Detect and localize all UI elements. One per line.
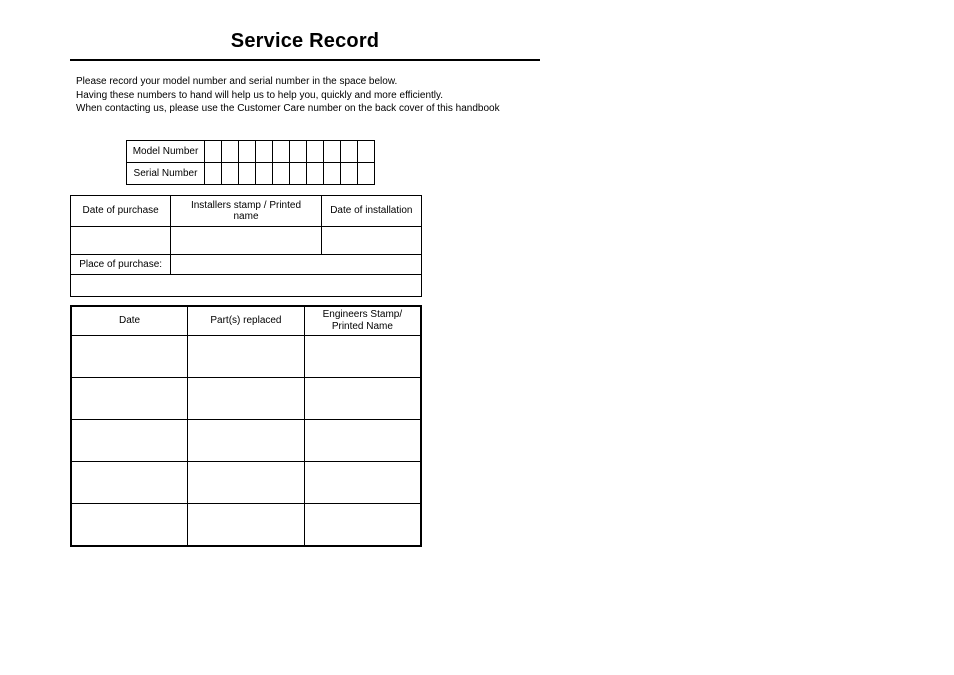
service-history-row [71,336,421,378]
serial-cell-2[interactable] [239,162,256,184]
svc-col-eng-line1: Engineers Stamp/ [323,309,403,320]
svc-col-date: Date [71,306,188,336]
serial-cell-9[interactable] [358,162,375,184]
svc-parts-field[interactable] [188,378,305,420]
svc-col-parts: Part(s) replaced [188,306,305,336]
model-cell-6[interactable] [307,140,324,162]
model-cell-2[interactable] [239,140,256,162]
service-history-header-row: Date Part(s) replaced Engineers Stamp/ P… [71,306,421,336]
serial-number-row: Serial Number [127,162,375,184]
serial-number-label: Serial Number [127,162,205,184]
svc-engineer-field[interactable] [304,504,421,546]
serial-cell-8[interactable] [341,162,358,184]
intro-text: Please record your model number and seri… [76,75,534,116]
intro-line-3: When contacting us, please use the Custo… [76,103,500,114]
model-cell-3[interactable] [256,140,273,162]
service-history-table: Date Part(s) replaced Engineers Stamp/ P… [70,305,422,547]
svc-parts-field[interactable] [188,336,305,378]
date-of-installation-label: Date of installation [321,195,421,226]
svc-col-engineer: Engineers Stamp/ Printed Name [304,306,421,336]
date-of-purchase-field[interactable] [71,226,171,254]
date-of-installation-field[interactable] [321,226,421,254]
svc-date-field[interactable] [71,336,188,378]
model-cell-9[interactable] [358,140,375,162]
service-history-row [71,378,421,420]
serial-cell-3[interactable] [256,162,273,184]
service-record-page: Service Record Please record your model … [0,0,600,577]
svc-date-field[interactable] [71,420,188,462]
svc-engineer-field[interactable] [304,462,421,504]
intro-line-2: Having these numbers to hand will help u… [76,90,443,101]
model-cell-7[interactable] [324,140,341,162]
installers-stamp-field[interactable] [171,226,321,254]
service-history-row [71,420,421,462]
svc-engineer-field[interactable] [304,336,421,378]
svc-engineer-field[interactable] [304,420,421,462]
intro-line-1: Please record your model number and seri… [76,76,397,87]
svc-engineer-field[interactable] [304,378,421,420]
page-title: Service Record [70,30,540,53]
model-cell-4[interactable] [273,140,290,162]
svc-date-field[interactable] [71,378,188,420]
purchase-comment-field[interactable] [71,274,422,296]
model-serial-table: Model Number Serial Number [126,140,375,185]
model-cell-0[interactable] [205,140,222,162]
serial-cell-1[interactable] [222,162,239,184]
svc-parts-field[interactable] [188,462,305,504]
serial-cell-7[interactable] [324,162,341,184]
date-of-purchase-label: Date of purchase [71,195,171,226]
svc-parts-field[interactable] [188,420,305,462]
serial-cell-5[interactable] [290,162,307,184]
serial-cell-6[interactable] [307,162,324,184]
serial-cell-4[interactable] [273,162,290,184]
serial-cell-0[interactable] [205,162,222,184]
place-of-purchase-label: Place of purchase: [71,254,171,274]
place-of-purchase-field[interactable] [171,254,422,274]
model-cell-1[interactable] [222,140,239,162]
svc-parts-field[interactable] [188,504,305,546]
svc-date-field[interactable] [71,462,188,504]
svc-col-eng-line2: Printed Name [332,321,393,332]
model-number-label: Model Number [127,140,205,162]
service-history-row [71,462,421,504]
model-cell-5[interactable] [290,140,307,162]
service-history-row [71,504,421,546]
installers-stamp-label: Installers stamp / Printed name [171,195,321,226]
svc-date-field[interactable] [71,504,188,546]
title-container: Service Record [70,30,540,61]
model-cell-8[interactable] [341,140,358,162]
purchase-install-table: Date of purchase Installers stamp / Prin… [70,195,422,297]
model-number-row: Model Number [127,140,375,162]
